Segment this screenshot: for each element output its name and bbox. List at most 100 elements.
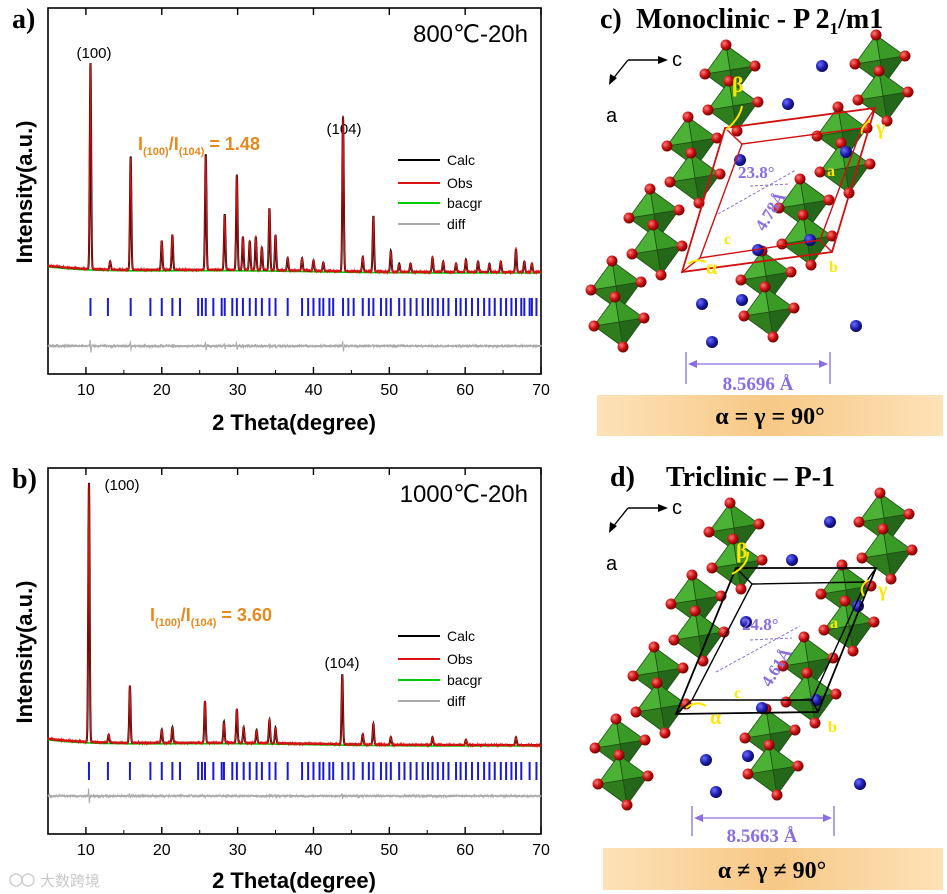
oxygen-atom	[735, 583, 747, 595]
watermark: 大数跨境	[9, 872, 100, 890]
alpha-arc	[687, 259, 707, 265]
oxygen-atom	[711, 132, 723, 144]
oxygen-atom	[832, 101, 844, 113]
axis-a-arrow-icon	[609, 74, 617, 85]
oxygen-atom	[723, 75, 735, 87]
oxygen-atom	[874, 487, 886, 499]
octahedron-face	[816, 105, 843, 137]
chart-legend: Calc Obs bacgr diff	[398, 152, 482, 232]
octahedron-face	[711, 537, 738, 569]
oxygen-atom	[648, 641, 660, 653]
octahedron	[814, 137, 876, 199]
octahedron-face	[857, 69, 884, 101]
caption-band	[597, 395, 943, 436]
oxygen-atom	[735, 274, 747, 286]
angle-gamma-label: γ	[875, 117, 886, 139]
octahedron-face	[632, 645, 659, 677]
oxygen-atom	[609, 291, 621, 303]
cation-atom	[706, 336, 718, 348]
axis-a-line	[611, 59, 629, 81]
oxygen-atom	[714, 168, 726, 180]
distance-line	[715, 625, 801, 673]
oxygen-atom	[903, 508, 915, 520]
panel-label-a: a)	[12, 4, 35, 35]
dimension-arrow-left-icon	[688, 360, 697, 368]
x-tick-label: 70	[532, 842, 550, 859]
legend-entry-obs: Obs	[447, 175, 473, 191]
octahedron-face	[673, 609, 700, 641]
cation-atom	[804, 234, 816, 246]
oxygen-atom	[818, 624, 830, 636]
beta-arc	[731, 551, 749, 575]
oxygen-atom	[864, 158, 876, 170]
x-tick-label: 60	[456, 842, 474, 859]
legend-entry-diff: diff	[447, 693, 466, 709]
oxygen-atom	[639, 734, 651, 746]
oxygen-atom	[830, 688, 842, 700]
oxygen-atom	[771, 789, 783, 801]
oxygen-atom	[759, 281, 771, 293]
y-axis-label: Intensity(a.u.)	[12, 580, 37, 723]
cell-axis-a-label: a	[827, 163, 835, 180]
x-tick-label: 10	[77, 382, 95, 399]
oxygen-atom	[651, 677, 663, 689]
angle-value-label: 23.8°	[738, 163, 775, 182]
octahedron-face	[820, 563, 847, 595]
octahedron	[818, 595, 880, 657]
plot-frame	[47, 7, 542, 375]
oxygen-atom	[853, 516, 865, 528]
x-tick-label: 70	[532, 382, 550, 399]
oxygen-atom	[644, 183, 656, 195]
octahedron	[592, 749, 654, 811]
octahedron	[626, 219, 688, 281]
octahedron-face	[778, 177, 805, 209]
cation-atom	[740, 616, 752, 628]
oxygen-atom	[906, 544, 918, 556]
oxygen-atom	[877, 523, 889, 535]
legend-entry-obs: Obs	[447, 651, 473, 667]
dimension-arrow-left-icon	[694, 814, 703, 822]
chart-title: 800℃-20h	[413, 21, 528, 48]
cation-atom	[696, 298, 708, 310]
oxygen-atom	[763, 739, 775, 751]
x-tick-label: 30	[229, 842, 247, 859]
octahedron-face	[669, 151, 696, 183]
watermark-text: 大数跨境	[40, 872, 100, 890]
cation-atom	[700, 754, 712, 766]
oxygen-atom	[823, 194, 835, 206]
oxygen-atom	[702, 104, 714, 116]
axis-c-label: c	[672, 497, 682, 519]
octahedron	[588, 291, 650, 353]
axis-a-label: a	[606, 553, 618, 575]
octahedron	[630, 677, 692, 739]
octahedron-face	[597, 753, 624, 785]
oxygen-atom	[630, 706, 642, 718]
cation-atom	[756, 702, 768, 714]
oxygen-atom	[788, 302, 800, 314]
oxygen-atom	[621, 799, 633, 811]
oxygen-atom	[749, 60, 761, 72]
oxygen-atom	[852, 94, 864, 106]
cation-atom	[786, 554, 798, 566]
cation-atom	[742, 750, 754, 762]
oxygen-atom	[797, 209, 809, 221]
octahedron	[742, 739, 804, 801]
panel-label-d: d)	[610, 462, 635, 493]
octahedron-face	[594, 717, 621, 749]
oxygen-atom	[626, 248, 638, 260]
angle-alpha-label: α	[710, 707, 721, 729]
octahedron-face	[858, 491, 885, 523]
octahedron-face	[708, 501, 735, 533]
octahedron-face	[782, 635, 809, 667]
oxygen-atom	[676, 240, 688, 252]
angle-line	[749, 183, 791, 187]
legend-entry-diff: diff	[447, 216, 466, 232]
watermark-logo-icon	[21, 873, 35, 887]
oxygen-atom	[902, 86, 914, 98]
unit-cell-edge	[675, 699, 693, 715]
oxygen-atom	[794, 173, 806, 185]
oxygen-atom	[789, 724, 801, 736]
chart-legend: Calc Obs bacgr diff	[398, 628, 482, 709]
oxygen-atom	[606, 255, 618, 267]
